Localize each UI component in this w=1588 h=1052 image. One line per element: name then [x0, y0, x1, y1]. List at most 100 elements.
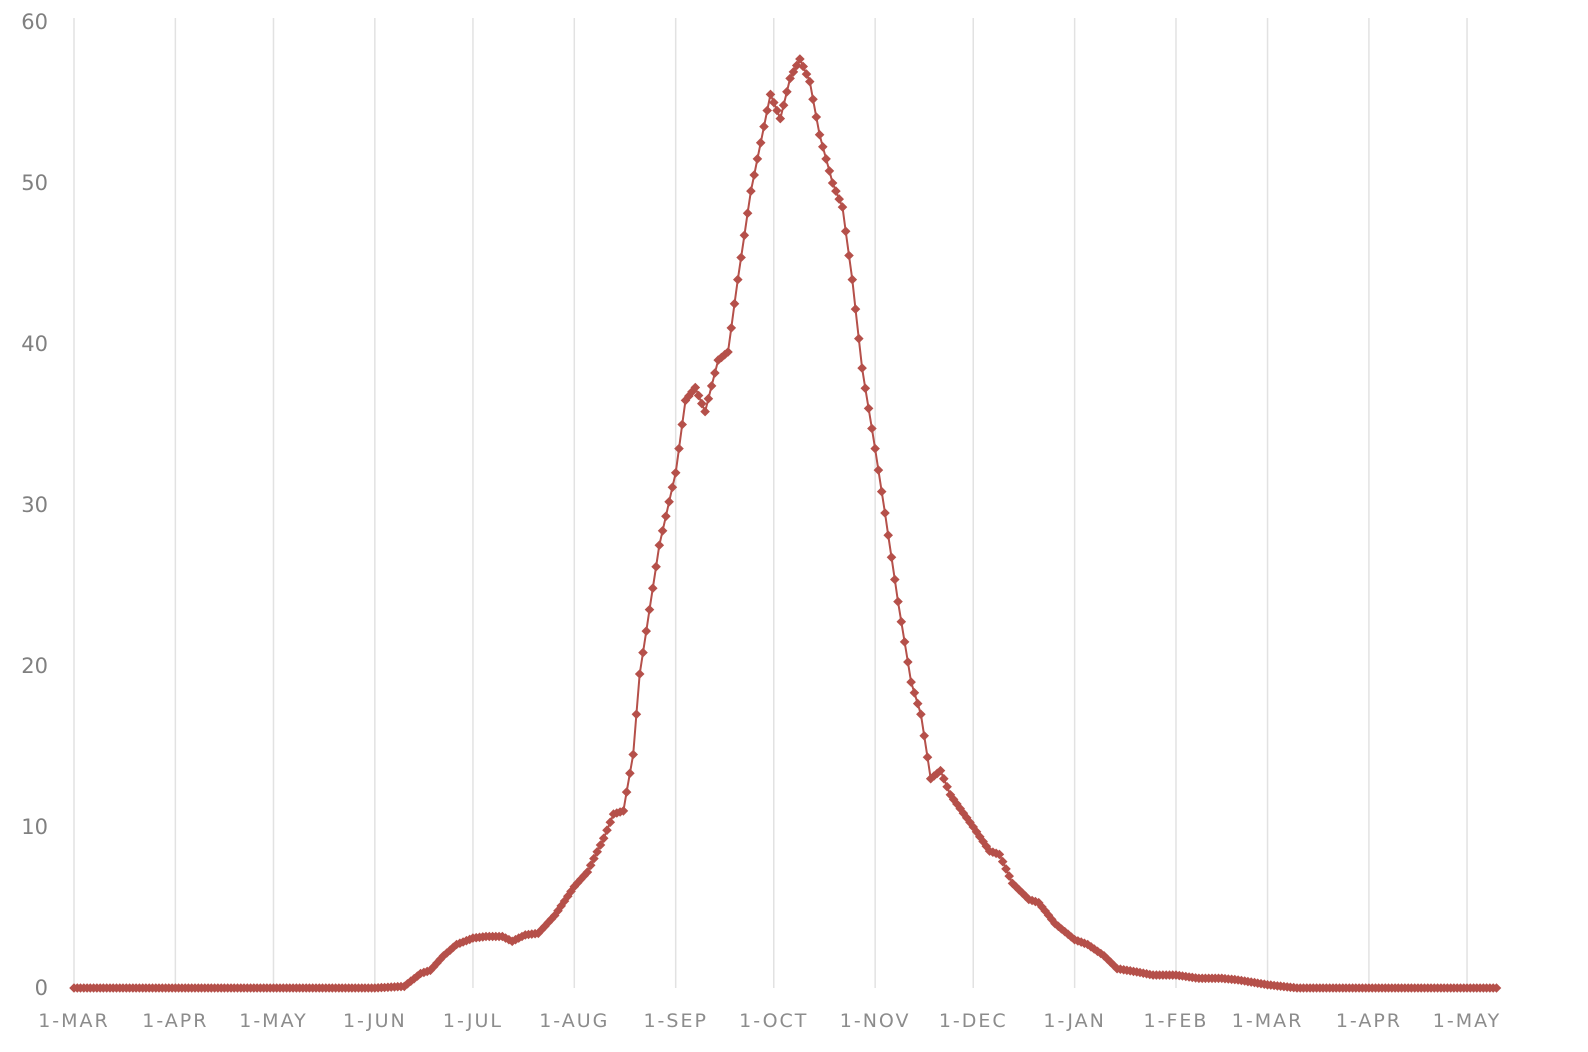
- data-point: [847, 274, 858, 285]
- data-point: [814, 129, 825, 140]
- data-point: [641, 626, 651, 636]
- data-point: [791, 60, 802, 71]
- data-point: [801, 69, 812, 79]
- data-point: [1082, 939, 1093, 950]
- data-point: [710, 368, 720, 378]
- x-tick-label: 1-APR: [142, 1010, 208, 1032]
- data-point: [890, 574, 900, 585]
- x-tick-label: 1-APR: [1336, 1010, 1402, 1032]
- data-point: [628, 749, 638, 760]
- data-point: [906, 677, 916, 687]
- data-point: [857, 363, 867, 373]
- data-point: [749, 170, 759, 180]
- data-point: [729, 298, 740, 309]
- data-point: [916, 709, 926, 720]
- data-point: [994, 849, 1005, 860]
- data-point: [651, 561, 661, 572]
- data-point: [733, 274, 743, 285]
- x-tick-label: 1-MAR: [38, 1010, 110, 1032]
- x-tick-label: 1-MAR: [1232, 1010, 1304, 1032]
- data-point: [1001, 864, 1011, 874]
- data-point: [723, 347, 733, 357]
- data-point: [755, 137, 766, 148]
- y-tick-label: 30: [21, 493, 48, 517]
- data-point: [585, 860, 596, 871]
- data-point: [693, 390, 704, 401]
- data-point: [634, 669, 645, 679]
- data-point: [648, 583, 658, 593]
- y-tick-label: 50: [21, 171, 48, 195]
- data-point: [880, 508, 890, 518]
- data-point: [602, 825, 612, 835]
- data-point: [752, 154, 763, 164]
- data-point: [769, 97, 779, 108]
- data-point: [899, 637, 910, 647]
- y-tick-label: 0: [35, 976, 48, 1000]
- data-point: [850, 304, 861, 314]
- data-point: [667, 482, 678, 493]
- data-point: [697, 398, 707, 409]
- data-point: [621, 787, 632, 797]
- data-point: [638, 647, 648, 658]
- data-point: [700, 406, 710, 417]
- data-point: [1004, 871, 1014, 881]
- data-point: [883, 530, 893, 540]
- x-tick-label: 1-FEB: [1144, 1010, 1209, 1032]
- data-point: [442, 948, 452, 958]
- data-point: [821, 154, 831, 164]
- data-point: [840, 226, 851, 237]
- data-point: [765, 89, 776, 100]
- data-point: [903, 657, 913, 667]
- data-point: [517, 931, 527, 942]
- data-point: [618, 806, 629, 816]
- data-point: [834, 194, 844, 204]
- series-1: [69, 54, 1502, 993]
- data-point: [736, 252, 746, 263]
- data-point: [893, 596, 903, 607]
- data-point: [690, 382, 701, 393]
- data-point: [543, 917, 553, 928]
- data-point: [592, 847, 602, 857]
- x-tick-label: 1-MAY: [1433, 1010, 1501, 1032]
- data-point: [1099, 951, 1109, 961]
- data-point: [808, 94, 818, 105]
- data-point: [703, 393, 714, 404]
- data-point: [873, 465, 884, 475]
- data-point: [939, 773, 949, 784]
- x-tick-label: 1-JAN: [1043, 1010, 1105, 1032]
- data-point: [716, 352, 727, 363]
- x-axis: 1-MAR 1-APR 1-MAY 1-JUN 1-JUL 1-AUG 1-SEP 1-OCT…: [38, 1010, 1501, 1032]
- data-point: [674, 443, 684, 454]
- y-tick-label: 10: [21, 815, 48, 839]
- data-point: [876, 486, 887, 497]
- data-point: [589, 853, 599, 864]
- data-point: [680, 395, 691, 406]
- data-point: [1056, 924, 1067, 934]
- data-point: [1060, 926, 1070, 937]
- y-tick-label: 20: [21, 654, 48, 678]
- data-point: [644, 604, 655, 615]
- data-point: [657, 526, 668, 536]
- data-point: [1089, 944, 1099, 954]
- data-point: [863, 403, 874, 414]
- data-point: [670, 468, 681, 478]
- data-point: [785, 73, 795, 84]
- x-tick-label: 1-MAY: [239, 1010, 307, 1032]
- y-axis: 0 10 20 30 40 50 60: [21, 10, 48, 1000]
- y-tick-label: 60: [21, 10, 48, 34]
- data-point: [432, 958, 442, 968]
- data-point: [929, 771, 939, 781]
- data-point: [788, 67, 799, 77]
- data-point: [844, 250, 854, 261]
- data-point: [837, 202, 848, 212]
- data-point: [661, 511, 671, 522]
- data-point: [739, 230, 750, 241]
- x-tick-label: 1-AUG: [539, 1010, 609, 1032]
- data-point: [867, 423, 877, 434]
- data-point: [1040, 906, 1050, 916]
- data-point: [795, 54, 805, 64]
- x-tick-label: 1-OCT: [739, 1010, 808, 1032]
- data-point: [831, 186, 841, 196]
- data-point: [811, 112, 822, 122]
